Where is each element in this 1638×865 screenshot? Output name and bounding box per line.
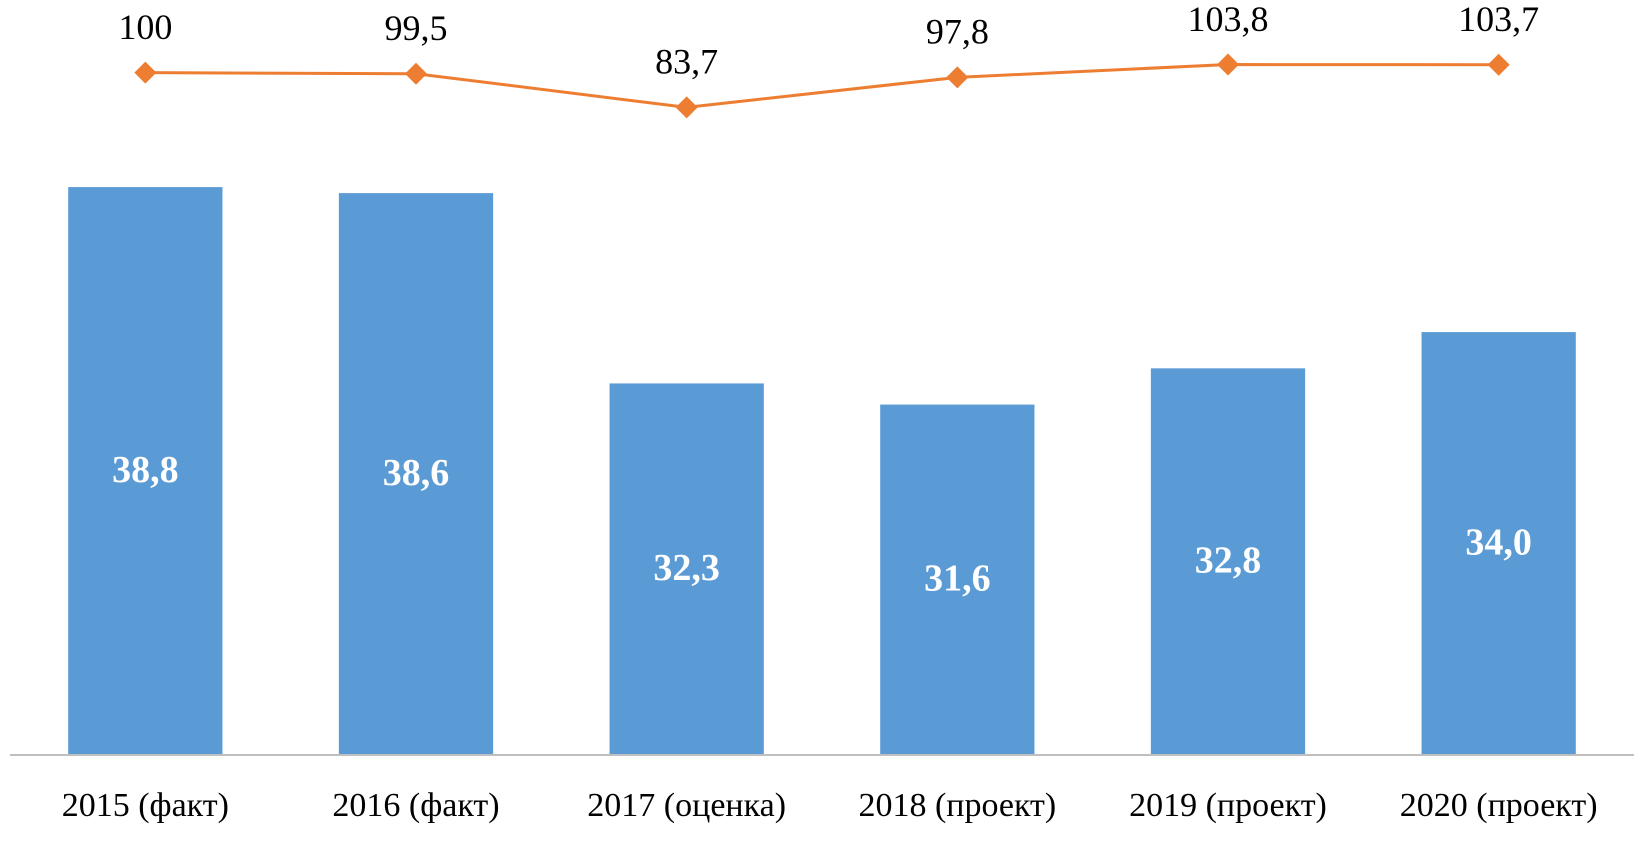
x-tick-label: 2020 (проект) (1400, 787, 1598, 824)
line-marker (134, 61, 157, 84)
line-label: 100 (118, 7, 172, 47)
bar (880, 404, 1035, 755)
bar (609, 383, 764, 755)
x-tick-label: 2015 (факт) (62, 787, 229, 824)
line-marker (1217, 53, 1239, 76)
line-marker (675, 96, 698, 119)
line-label: 99,5 (385, 8, 448, 48)
line-label: 97,8 (926, 12, 989, 52)
x-tick-label: 2017 (оценка) (587, 787, 786, 824)
bar-label: 31,6 (924, 558, 991, 600)
line-label: 103,8 (1188, 0, 1269, 39)
bar-label: 34,0 (1465, 521, 1532, 563)
x-tick-label: 2019 (проект) (1129, 787, 1327, 824)
bar-label: 32,3 (653, 547, 720, 589)
bar (1421, 332, 1576, 755)
line (145, 63, 1499, 109)
x-tick-label: 2018 (проект) (858, 787, 1056, 824)
bar (68, 187, 223, 756)
bar-label: 38,6 (383, 452, 450, 494)
line-marker (405, 62, 427, 85)
line-label: 103,7 (1458, 0, 1539, 39)
x-tick-label: 2016 (факт) (332, 787, 499, 824)
bar-label: 32,8 (1195, 539, 1262, 581)
bar (1150, 368, 1306, 755)
bar-label: 38,8 (112, 449, 179, 491)
line-label: 83,7 (655, 42, 718, 82)
bar (338, 193, 494, 755)
line-marker (946, 66, 969, 89)
line-marker (1487, 53, 1510, 76)
